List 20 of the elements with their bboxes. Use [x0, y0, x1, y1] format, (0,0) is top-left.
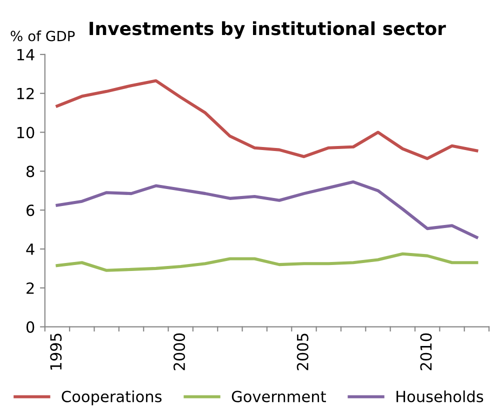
- y-tick-label: 14: [17, 49, 34, 60]
- y-tick-label: 4: [26, 244, 34, 255]
- legend-label: Households: [396, 390, 484, 402]
- line-series: [56, 180, 478, 239]
- x-tick-label: 2010: [420, 333, 432, 370]
- y-tick-label: 10: [17, 126, 34, 138]
- x-tick-label: 1995: [50, 334, 62, 370]
- y-axis-title: % of GDP: [10, 30, 75, 42]
- legend-label: Cooperations: [62, 390, 162, 406]
- y-tick-label: 8: [26, 166, 34, 178]
- y-tick-label: 0: [26, 321, 34, 333]
- legend-label: Government: [232, 390, 326, 402]
- y-tick-label: 6: [26, 204, 34, 216]
- x-tick-label: 2005: [296, 334, 308, 370]
- line-series: [56, 252, 478, 272]
- line-series: [56, 79, 478, 160]
- y-tick-label: 12: [17, 88, 34, 100]
- x-tick-label: 2000: [173, 333, 186, 370]
- y-tick-label: 2: [26, 282, 34, 294]
- chart-title: Investments by institutional sector: [90, 21, 446, 39]
